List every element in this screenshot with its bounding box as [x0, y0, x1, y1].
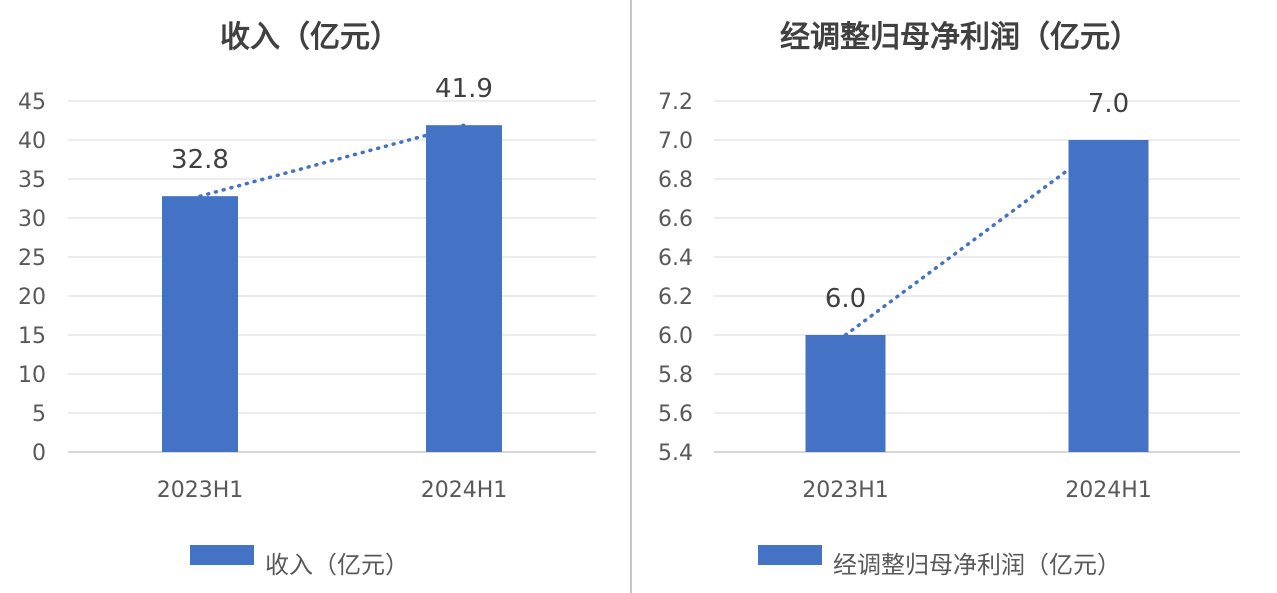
revenue-trendline: [198, 123, 466, 198]
profit-y-tick-label: 6.0: [658, 324, 693, 349]
revenue-y-tick-label: 40: [18, 129, 46, 154]
revenue-y-tick-label: 5: [32, 402, 46, 427]
revenue-y-tick-label: 25: [18, 246, 46, 271]
revenue-y-tick-label: 20: [18, 285, 46, 310]
profit-legend-swatch: [758, 545, 822, 565]
profit-bar-2023H1: [805, 335, 886, 452]
revenue-bar-2023H1: [162, 196, 238, 452]
profit-legend-label: 经调整归母净利润（亿元）: [833, 551, 1121, 579]
profit-y-tick-label: 6.2: [658, 285, 693, 310]
revenue-y-tick-label: 0: [32, 441, 46, 466]
profit-data-label: 6.0: [825, 284, 866, 314]
profit-y-tick-label: 6.8: [658, 168, 693, 193]
revenue-y-tick-label: 45: [18, 90, 46, 115]
profit-x-tick-label: 2023H1: [802, 478, 889, 503]
revenue-chart-title: 收入（亿元）: [220, 20, 400, 55]
profit-y-tick-label: 7.0: [658, 129, 693, 154]
profit-x-tick-label: 2024H1: [1065, 478, 1152, 503]
profit-y-tick-label: 5.4: [658, 441, 693, 466]
profit-chart-title: 经调整归母净利润（亿元）: [780, 20, 1140, 55]
profit-y-tick-label: 6.6: [658, 207, 693, 232]
revenue-legend-label: 收入（亿元）: [265, 551, 409, 579]
profit-y-tick-label: 7.2: [658, 90, 693, 115]
revenue-data-label: 41.9: [435, 74, 493, 104]
profit-y-tick-label: 5.8: [658, 363, 693, 388]
profit-data-label: 7.0: [1088, 89, 1129, 119]
revenue-y-tick-label: 15: [18, 324, 46, 349]
profit-bar-2024H1: [1068, 140, 1149, 452]
revenue-data-label: 32.8: [171, 145, 229, 175]
revenue-legend-swatch: [190, 545, 254, 565]
revenue-y-tick-label: 30: [18, 207, 46, 232]
profit-y-tick-label: 5.6: [658, 402, 693, 427]
profit-y-tick-label: 6.4: [658, 246, 693, 271]
revenue-x-tick-label: 2024H1: [421, 478, 508, 503]
revenue-y-tick-label: 10: [18, 363, 46, 388]
profit-trendline: [843, 138, 1111, 337]
revenue-y-tick-label: 35: [18, 168, 46, 193]
revenue-bar-2024H1: [426, 125, 502, 453]
revenue-x-tick-label: 2023H1: [157, 478, 244, 503]
